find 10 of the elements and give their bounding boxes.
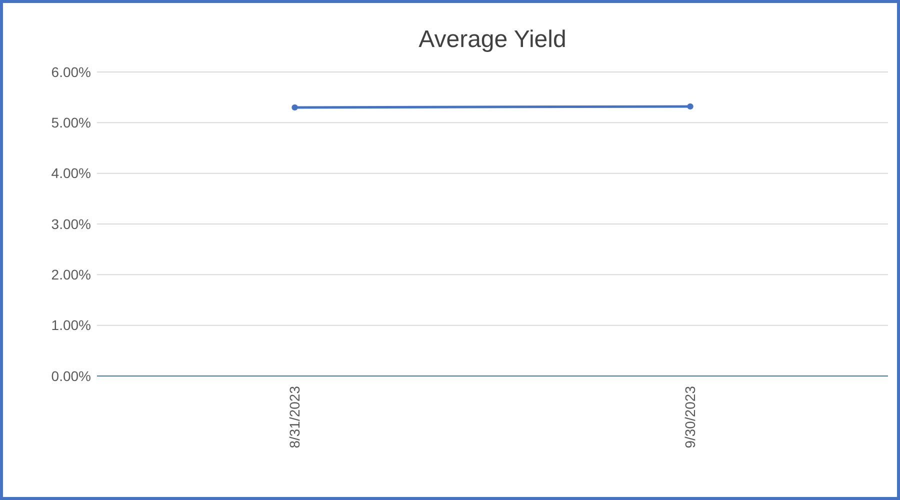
y-tick-label: 4.00% [51, 165, 91, 182]
y-tick-label: 6.00% [51, 64, 91, 80]
y-tick-label: 5.00% [51, 114, 91, 131]
chart-title: Average Yield [418, 26, 566, 53]
y-tick-label: 1.00% [51, 317, 91, 334]
y-tick-label: 0.00% [51, 368, 91, 384]
x-tick-label: 8/31/2023 [286, 386, 303, 448]
x-tick-label: 9/30/2023 [682, 386, 698, 448]
y-tick-label: 3.00% [51, 216, 91, 232]
y-tick-label: 2.00% [51, 266, 91, 283]
